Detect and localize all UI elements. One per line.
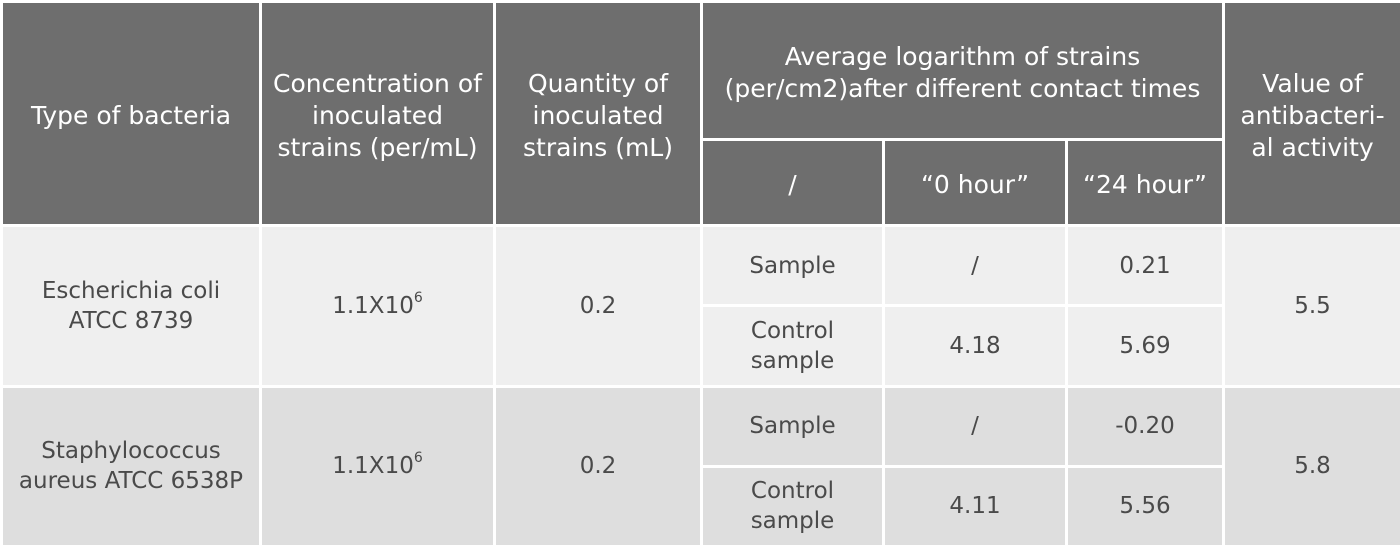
header-concentration: Concentration of inoculated strains (per… xyxy=(259,0,496,227)
cell-quantity: 0.2 xyxy=(493,384,703,548)
cell-sample-label: Sample xyxy=(700,384,885,468)
subheader-24-hour: “24 hour” xyxy=(1064,138,1226,227)
concentration-base: 1.1X10 xyxy=(332,292,414,319)
header-antibacterial-value: Value of antibacteri-al activity xyxy=(1222,0,1400,227)
concentration-exponent: 6 xyxy=(413,450,423,467)
cell-sample-0h: / xyxy=(882,384,1068,468)
cell-sample-24h: 0.21 xyxy=(1064,223,1226,308)
cell-control-0h: 4.18 xyxy=(882,304,1068,388)
cell-bacteria: Escherichia coli ATCC 8739 xyxy=(0,224,262,388)
cell-control-0h: 4.11 xyxy=(882,464,1068,548)
table-row: Control sample 4.11 5.56 xyxy=(2,464,1400,548)
cell-control-24h: 5.69 xyxy=(1064,304,1226,388)
cell-sample-label: Sample xyxy=(700,223,885,308)
cell-sample-24h: -0.20 xyxy=(1064,384,1226,468)
cell-concentration: 1.1X106 xyxy=(259,224,496,388)
cell-control-24h: 5.56 xyxy=(1064,464,1226,548)
concentration-base: 1.1X10 xyxy=(332,453,414,480)
subheader-slash: / xyxy=(700,138,885,227)
cell-antibacterial-value: 5.5 xyxy=(1222,224,1400,388)
table-row: Control sample 4.18 5.69 xyxy=(2,304,1400,388)
cell-control-label: Control sample xyxy=(700,464,885,548)
header-quantity: Quantity of inoculated strains (mL) xyxy=(493,0,703,227)
cell-antibacterial-value: 5.8 xyxy=(1222,384,1400,548)
cell-bacteria: Staphylococcus aureus ATCC 6538P xyxy=(0,384,262,548)
table-row: Escherichia coli ATCC 8739 1.1X106 0.2 S… xyxy=(0,223,1400,388)
subheader-0-hour: “0 hour” xyxy=(882,138,1068,227)
cell-quantity: 0.2 xyxy=(493,224,703,388)
table-row: Staphylococcus aureus ATCC 6538P 1.1X106… xyxy=(0,384,1400,548)
header-type-of-bacteria: Type of bacteria xyxy=(0,0,262,227)
cell-sample-0h: / xyxy=(882,223,1068,308)
concentration-exponent: 6 xyxy=(413,289,423,306)
cell-concentration: 1.1X106 xyxy=(259,384,496,548)
header-average-logarithm: Average logarithm of strains (per/cm2)af… xyxy=(699,0,1226,141)
cell-control-label: Control sample xyxy=(700,304,885,388)
